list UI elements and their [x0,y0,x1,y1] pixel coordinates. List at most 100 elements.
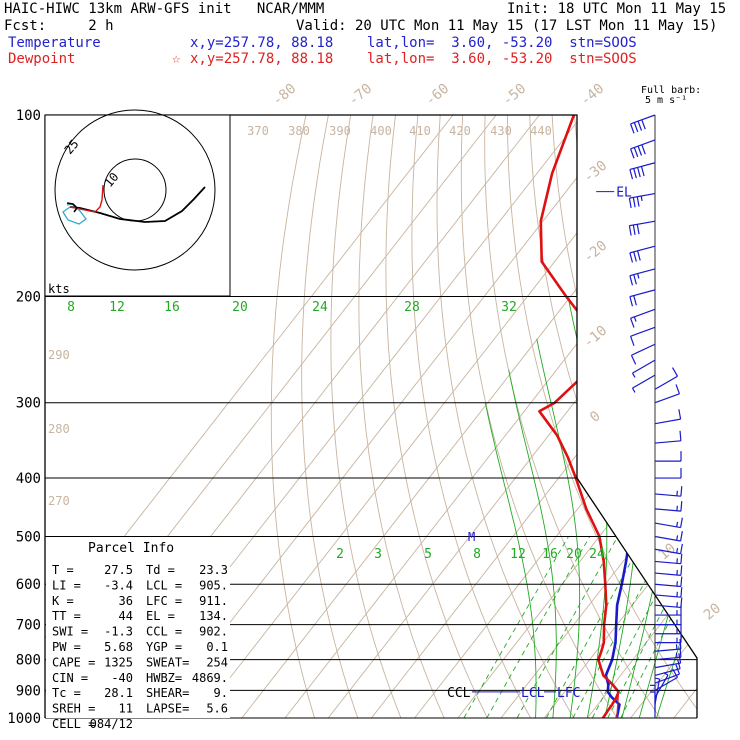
wind-barb-tick [680,587,683,598]
parcel-info-value: 11 [119,702,133,716]
wind-barb-staff [654,656,681,661]
parcel-info-value: 911. [199,594,228,608]
wind-barb-tick [629,275,634,286]
mixing-ratio-label: 5 [424,547,432,562]
wind-barb-tick [640,195,643,202]
wind-barb-tick [629,169,634,180]
mixing-ratio-label: 3 [374,547,382,562]
wind-barb-tick [631,372,636,378]
parcel-info-value: -40 [111,671,133,685]
theta-label: 280 [48,422,70,436]
lfc-label: LFC [557,686,580,701]
wind-barb-staff [654,548,681,555]
parcel-info-key: CCL = [146,625,182,639]
parcel-info-key: SWEAT= [146,655,189,669]
wind-barb-tick [632,224,636,235]
dry-adiabat [460,115,626,718]
wind-barb-tick [679,638,682,650]
wind-barb-tick [633,316,637,322]
wind-barb-tick [630,123,635,134]
wind-barb-staff [654,393,680,404]
lcl-label: LCL [521,686,545,701]
wind-barb-tick [633,147,639,158]
wind-barb-tick [637,273,640,279]
mixing-ratio-line [607,536,697,718]
ccl-label: CCL [447,686,471,701]
moist-adiabat-label: 32 [501,300,517,315]
pressure-tick-label: 400 [16,471,41,487]
mixing-ratio-label: 16 [542,547,558,562]
isotherm-label: -70 [346,81,376,110]
isotherm-line [673,115,697,718]
parcel-info-value: 5.68 [104,640,133,654]
parcel-path [616,691,620,719]
parcel-info-title: Parcel Info [88,541,174,556]
wind-barb-tick [680,543,683,554]
mixing-ratio-line [546,536,646,718]
dry-adiabat [663,115,697,718]
mixing-ratio-label: 20 [566,547,582,562]
mixing-ratio-line [516,536,619,718]
wind-barb-tick [641,144,646,155]
theta-label: 390 [329,124,351,138]
parcel-info-value: 36 [119,594,133,608]
parcel-info-bg [46,537,230,718]
wind-barb-tick [680,486,683,497]
parcel-info-value: 084/12 [90,717,133,731]
wind-barb-tick [636,196,640,207]
parcel-info-value: 5.6 [206,702,228,716]
model-title: HAIC-HIWC 13km ARW-GFS init NCAR/MMM [4,1,325,17]
hodograph-units: kts [48,282,70,296]
wind-barb-staff [629,289,656,298]
isotherm-line [155,115,627,718]
parcel-info-value: 134. [199,609,228,623]
wind-barb-tick [633,168,637,179]
parcel-info-value: 9. [214,686,228,700]
parcel-info-value: 4869. [192,671,228,685]
wind-barb-staff [654,493,681,497]
parcel-info-key: LAPSE= [146,702,189,716]
theta-label: 420 [449,124,471,138]
wind-barb-tick [637,145,643,156]
legend-dewpoint-star-icon: ☆ [172,51,181,67]
dry-adiabat [411,115,538,718]
dry-adiabat [506,115,697,718]
parcel-info-key: HWBZ= [146,671,182,685]
theta-label: 410 [409,124,431,138]
parcel-info-key: CAPE = [52,655,95,669]
pressure-tick-label: 1000 [7,711,41,727]
isotherm-label: 0 [587,408,604,426]
parcel-info-key: CELL = [52,717,95,731]
wind-barb-tick [631,387,636,393]
wind-barb-staff [654,662,681,669]
dry-adiabat [596,115,697,718]
parcel-info-value: -1.3 [104,625,133,639]
el-label: EL [616,186,632,201]
moist-adiabat-label: 8 [67,300,75,315]
dry-adiabat [709,115,740,731]
wind-barb-tick [678,409,682,420]
wind-barb-staff [630,139,656,150]
wind-barb-staff [629,193,656,199]
parcel-info-key: Td = [146,563,175,577]
isotherm-line [630,115,697,718]
wind-barb-staff [654,508,681,512]
wind-barb-staff [654,583,681,588]
parcel-info-key: EL = [146,609,175,623]
wind-barb-tick [675,384,680,395]
wind-barb-tick [636,224,640,235]
wind-barb-staff [654,560,681,565]
wind-barb-tick [630,336,635,346]
theta-label: 290 [48,348,70,362]
wind-barb-tick [632,197,636,208]
mixing-ratio-line [572,536,670,718]
wind-barb-staff [631,343,656,356]
wind-barb-tick [680,501,683,512]
wind-barb-tick [678,653,682,664]
isotherm-label: 20 [701,600,724,623]
wind-barb-tick [629,252,634,263]
moist-adiabat [621,296,678,718]
legend-dewpoint-info: x,y=257.78, 88.18 lat,lon= 3.60, -53.20 … [190,51,637,67]
wind-barb-staff [654,535,681,542]
